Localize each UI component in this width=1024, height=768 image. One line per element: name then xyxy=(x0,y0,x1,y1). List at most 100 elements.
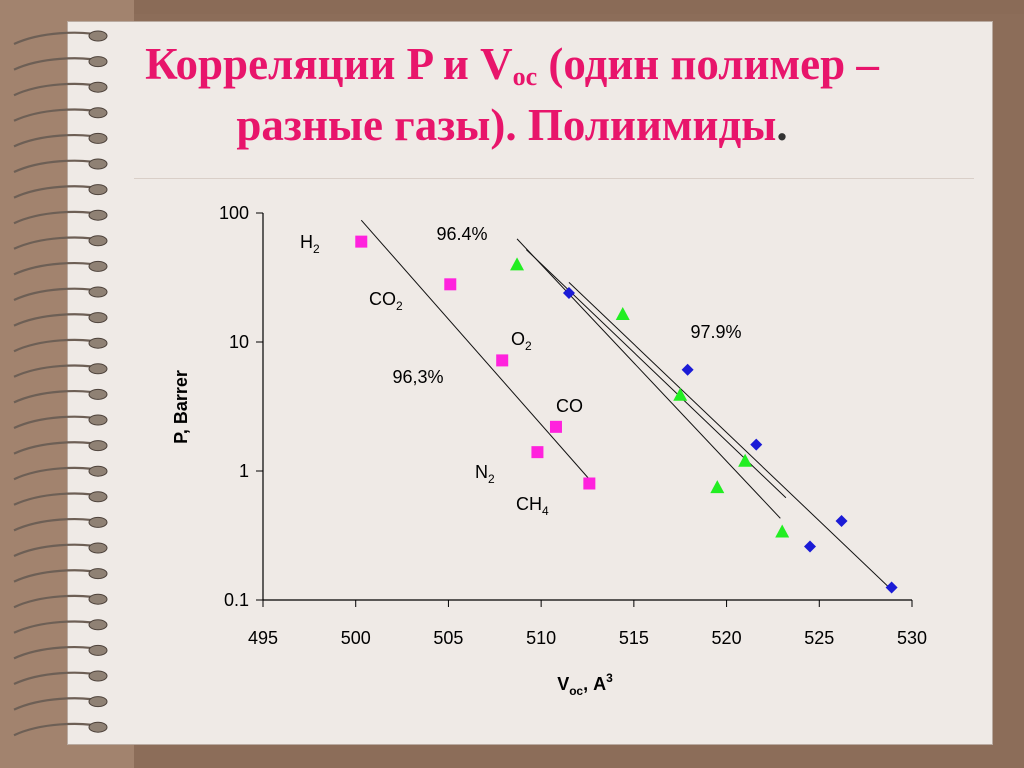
spiral-hole xyxy=(88,158,108,170)
spiral-hole xyxy=(88,465,108,477)
triangle-marker xyxy=(775,524,790,538)
triangle-marker xyxy=(615,306,630,320)
y-axis-label: P, Barrer xyxy=(171,370,191,444)
chart-axes: 495 500 505 510 515 520 525 530 0.1 1 10 100 xyxy=(219,203,927,648)
spiral-hole xyxy=(88,184,108,196)
diamond-marker xyxy=(835,514,848,527)
spiral-hole xyxy=(88,440,108,452)
spiral-hole xyxy=(88,337,108,349)
gas-label-main: CH xyxy=(516,494,542,514)
gas-label-sub: 2 xyxy=(396,299,403,313)
diamond-marker xyxy=(885,581,898,594)
triangle-marker xyxy=(510,257,525,271)
x-tick-label: 525 xyxy=(804,628,834,648)
title-divider xyxy=(134,178,974,179)
x-tick-label: 495 xyxy=(248,628,278,648)
diamond-marker xyxy=(681,363,694,376)
x-tick-label: 515 xyxy=(619,628,649,648)
triangle-marker xyxy=(673,387,688,401)
spiral-hole xyxy=(88,81,108,93)
triangle-marker xyxy=(738,453,753,467)
x-tick-label: 520 xyxy=(712,628,742,648)
fit-lines: 96,3% 96.4% 97.9% xyxy=(360,219,892,591)
title-line1-post: (один полимер – xyxy=(537,39,879,89)
gas-label-main: H xyxy=(300,232,313,252)
spiral-hole xyxy=(88,56,108,68)
square-marker xyxy=(549,420,562,433)
fit-line xyxy=(360,219,594,484)
spiral-hole xyxy=(88,516,108,528)
gas-label-sub: 4 xyxy=(542,504,549,518)
x-tick-label: 530 xyxy=(897,628,927,648)
spiral-hole xyxy=(88,568,108,580)
spiral-hole xyxy=(88,286,108,298)
gas-label: H2 xyxy=(300,232,320,256)
fit-line xyxy=(568,281,892,591)
data-points xyxy=(355,235,898,594)
title-dot: . xyxy=(776,99,788,150)
diamond-marker xyxy=(562,286,575,299)
x-label-main: V xyxy=(557,674,569,694)
triangle-marker xyxy=(710,480,725,494)
square-marker xyxy=(444,278,457,291)
spiral-hole xyxy=(88,209,108,221)
gas-label-main: N xyxy=(475,462,488,482)
fit-label: 96.4% xyxy=(436,224,487,244)
spiral-hole xyxy=(88,670,108,682)
spiral-hole xyxy=(88,619,108,631)
gas-label-main: CO xyxy=(369,289,396,309)
gas-label-sub: 2 xyxy=(525,339,532,353)
fit-line xyxy=(516,238,781,519)
spiral-binding xyxy=(13,30,108,737)
spiral-hole xyxy=(88,260,108,272)
gas-label-main: CO xyxy=(556,396,583,416)
x-label-sub: ос xyxy=(569,684,583,698)
y-tick-label: 10 xyxy=(229,332,249,352)
gas-label-sub: 2 xyxy=(313,242,320,256)
square-marker xyxy=(496,354,509,367)
spiral-hole xyxy=(88,644,108,656)
spiral-hole xyxy=(88,30,108,42)
spiral-hole xyxy=(88,696,108,708)
x-tick-label: 510 xyxy=(526,628,556,648)
spiral-hole xyxy=(88,721,108,733)
gas-label: O2 xyxy=(511,329,532,353)
gas-label: CH4 xyxy=(516,494,549,518)
y-tick-label: 0.1 xyxy=(224,590,249,610)
square-marker xyxy=(355,235,368,248)
slide-title: Корреляции P и Vос (один полимер – разны… xyxy=(0,34,1024,156)
fit-label: 97.9% xyxy=(690,322,741,342)
spiral-hole xyxy=(88,414,108,426)
diamond-marker xyxy=(804,540,817,553)
spiral-hole xyxy=(88,363,108,375)
spiral-hole xyxy=(88,312,108,324)
spiral-hole xyxy=(88,593,108,605)
gas-label: CO xyxy=(556,396,583,416)
gas-label-sub: 2 xyxy=(488,472,495,486)
title-line1-pre: Корреляции P и V xyxy=(145,39,513,89)
spiral-hole xyxy=(88,388,108,400)
slide-page xyxy=(68,22,992,744)
square-marker xyxy=(531,446,544,459)
x-tick-label: 505 xyxy=(433,628,463,648)
title-line1-sub: ос xyxy=(512,62,538,91)
x-axis-label: Vос, A3 xyxy=(557,671,613,698)
title-line2: разные газы). Полиимиды xyxy=(236,99,777,150)
y-tick-label: 100 xyxy=(219,203,249,223)
spiral-hole xyxy=(88,491,108,503)
spiral-hole xyxy=(88,107,108,119)
spiral-hole xyxy=(88,542,108,554)
x-label-sup: 3 xyxy=(606,671,613,685)
x-tick-label: 500 xyxy=(341,628,371,648)
top-border xyxy=(0,0,1024,14)
spiral-hole xyxy=(88,235,108,247)
spiral-hole xyxy=(88,132,108,144)
gas-label-main: O xyxy=(511,329,525,349)
gas-label: CO2 xyxy=(369,289,403,313)
gas-label: N2 xyxy=(475,462,495,486)
y-tick-label: 1 xyxy=(239,461,249,481)
fit-label: 96,3% xyxy=(392,367,443,387)
diamond-marker xyxy=(750,438,763,451)
